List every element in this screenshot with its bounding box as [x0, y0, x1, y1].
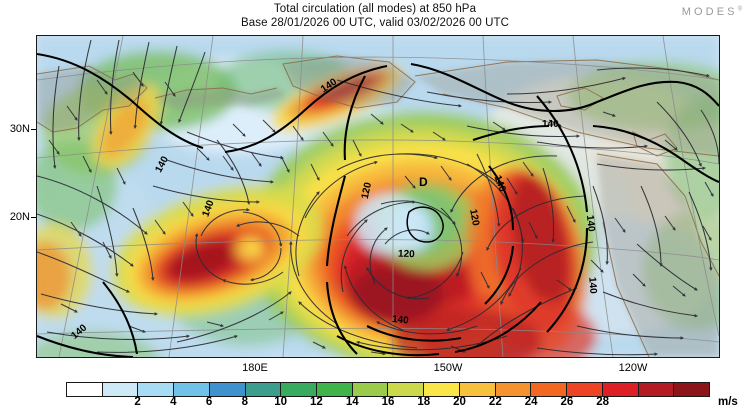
brand-text: MODES	[681, 6, 738, 18]
colorbar-cell-16	[638, 383, 675, 396]
colorbar-cell-12	[495, 383, 532, 396]
colorbar-cell-5	[245, 383, 282, 396]
lat-tick-30n	[31, 129, 37, 130]
lon-label-150w: 150W	[433, 362, 463, 374]
colorbar-cell-14	[567, 383, 603, 396]
colorbar-cell-9	[388, 383, 425, 396]
lat-label-30n: 30N	[9, 123, 30, 135]
lat-label-20n: 20N	[9, 211, 30, 223]
colorbar-tick-labels: 2 4 6 8 10 12 14 16 18 20 22 24 26 28	[66, 396, 710, 410]
colorbar-cell-11	[459, 383, 496, 396]
colorbar-cell-8	[352, 383, 389, 396]
colorbar-units: m/s	[718, 396, 738, 408]
brand-superscript: ®	[737, 6, 742, 13]
colorbar-tick-14: 14	[345, 396, 359, 408]
colorbar-cell-15	[602, 383, 639, 396]
colorbar-tick-24: 24	[524, 396, 538, 408]
colorbar-tick-28: 28	[596, 396, 610, 408]
colorbar-cell-3	[174, 383, 210, 396]
colorbar-cell-0	[67, 383, 103, 396]
colorbar-tick-20: 20	[453, 396, 466, 408]
svg-text:140: 140	[584, 215, 597, 233]
lon-label-180e: 180E	[242, 362, 268, 374]
streamlines	[37, 39, 719, 356]
colorbar-tick-22: 22	[488, 396, 502, 408]
colorbar-tick-10: 10	[274, 396, 288, 408]
colorbar-cell-13	[531, 383, 568, 396]
land-overlay	[37, 56, 719, 357]
colorbar-cell-10	[424, 383, 460, 396]
low-center-marker: D	[419, 175, 428, 189]
colorbar-tick-12: 12	[310, 396, 323, 408]
colorbar-cell-6	[281, 383, 318, 396]
svg-text:120: 120	[467, 208, 481, 227]
colorbar-tick-4: 4	[170, 396, 177, 408]
colorbar-tick-2: 2	[134, 396, 141, 408]
colorbar-tick-18: 18	[417, 396, 431, 408]
colorbar-cell-7	[317, 383, 353, 396]
title-line-2: Base 28/01/2026 00 UTC, valid 03/02/2026…	[240, 17, 510, 29]
wind-field-map: 140 140 140 140 140 140 120 120 120 140 …	[37, 36, 719, 357]
colorbar-cell-2	[138, 383, 175, 396]
modes-logo: MODES®	[682, 6, 742, 18]
graticule	[37, 36, 719, 357]
map-panel[interactable]: 140 140 140 140 140 140 120 120 120 140 …	[36, 35, 720, 358]
svg-text:140: 140	[586, 277, 598, 295]
lon-label-120w: 120W	[618, 362, 648, 374]
title-line-1: Total circulation (all modes) at 850 hPa	[273, 3, 477, 15]
svg-text:120: 120	[398, 249, 415, 261]
colorbar-tick-8: 8	[241, 396, 249, 408]
lat-tick-20n	[31, 217, 37, 218]
colorbar[interactable]	[66, 382, 710, 397]
colorbar-cell-1	[102, 383, 139, 396]
colorbar-cell-4	[209, 383, 246, 396]
colorbar-tick-16: 16	[381, 396, 395, 408]
svg-text:140: 140	[391, 314, 409, 327]
svg-text:140: 140	[542, 119, 559, 130]
page-title: Total circulation (all modes) at 850 hPa…	[0, 2, 750, 30]
svg-text:120: 120	[360, 181, 374, 200]
geopotential-contours	[37, 52, 719, 357]
colorbar-cell-17	[674, 383, 709, 396]
colorbar-tick-6: 6	[205, 396, 213, 408]
colorbar-tick-26: 26	[560, 396, 574, 408]
